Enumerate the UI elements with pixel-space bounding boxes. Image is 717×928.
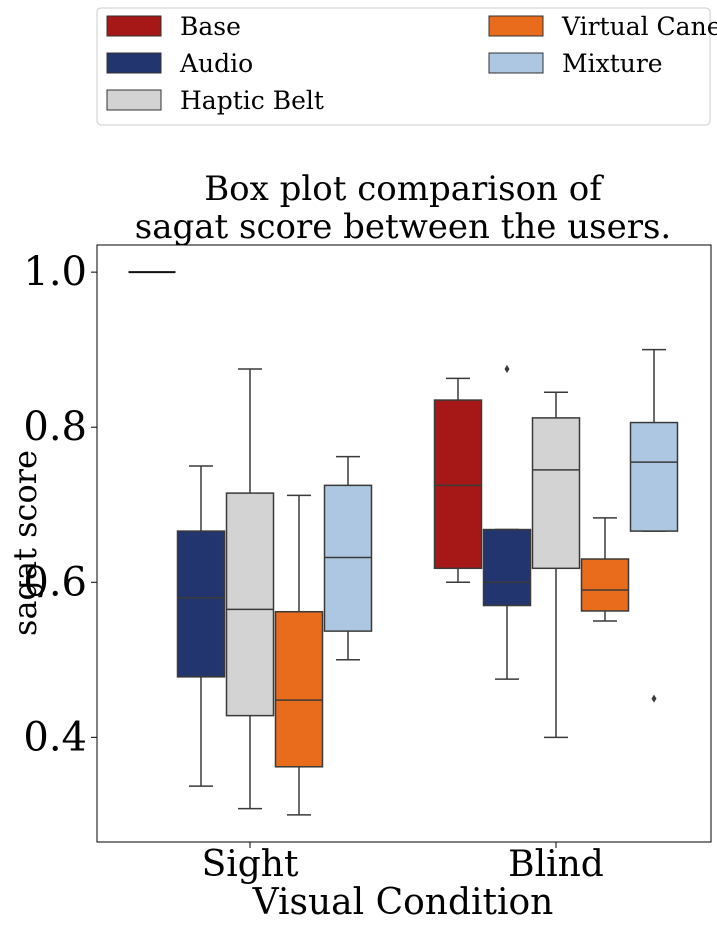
legend-label-mixture: Mixture [562,49,663,78]
legend: Base Virtual Cane Audio Mixture Haptic Belt [96,7,717,126]
chart-title: Box plot comparison of sagat score betwe… [135,169,671,247]
legend-swatch-base [106,15,162,37]
chart-title-line-1: Box plot comparison of [204,169,604,209]
legend-swatch-haptic-belt [106,89,162,111]
legend-label-haptic-belt: Haptic Belt [180,86,324,115]
box-haptic-belt-sight [225,368,275,810]
outlier-point [651,694,657,703]
x-axis: Sight Blind [202,842,604,885]
legend-label-audio: Audio [179,49,253,78]
y-tick-label: 0.4 [23,714,87,760]
legend-swatch-audio [106,52,162,74]
legend-swatch-virtual-cane [488,15,544,37]
legend-frame [96,7,711,126]
boxes-layer [128,271,679,816]
box-body [531,417,581,570]
box-audio-blind [482,365,532,680]
legend-label-virtual-cane: Virtual Cane [561,12,717,41]
box-body [323,484,373,632]
box-virtual-cane-sight [274,494,324,816]
y-axis: 0.4 0.6 0.8 1.0 [23,249,97,760]
y-tick-label: 0.6 [23,559,87,605]
box-body [433,399,483,570]
box-body [482,528,532,607]
legend-swatch-mixture [488,52,544,74]
y-tick-label: 0.8 [23,404,87,450]
plot-area-frame [96,244,712,843]
box-haptic-belt-blind [531,391,581,739]
y-axis-label: sagat score [6,450,44,636]
box-body [629,421,679,532]
box-body [274,610,324,768]
box-base-blind [433,377,483,584]
y-tick-label: 1.0 [23,249,87,295]
box-audio-sight [176,465,226,787]
box-mixture-sight [323,455,373,661]
box-body [580,558,630,612]
legend-label-base: Base [180,12,241,41]
x-tick-label: Sight [202,844,299,885]
box-body [225,492,275,717]
box-mixture-blind [629,348,679,703]
chart-title-line-2: sagat score between the users. [135,207,671,247]
box-body [176,530,226,678]
x-tick-label: Blind [508,844,604,885]
outlier-point [504,365,510,374]
x-axis-label: Visual Condition [252,882,554,923]
box-virtual-cane-blind [580,517,630,622]
